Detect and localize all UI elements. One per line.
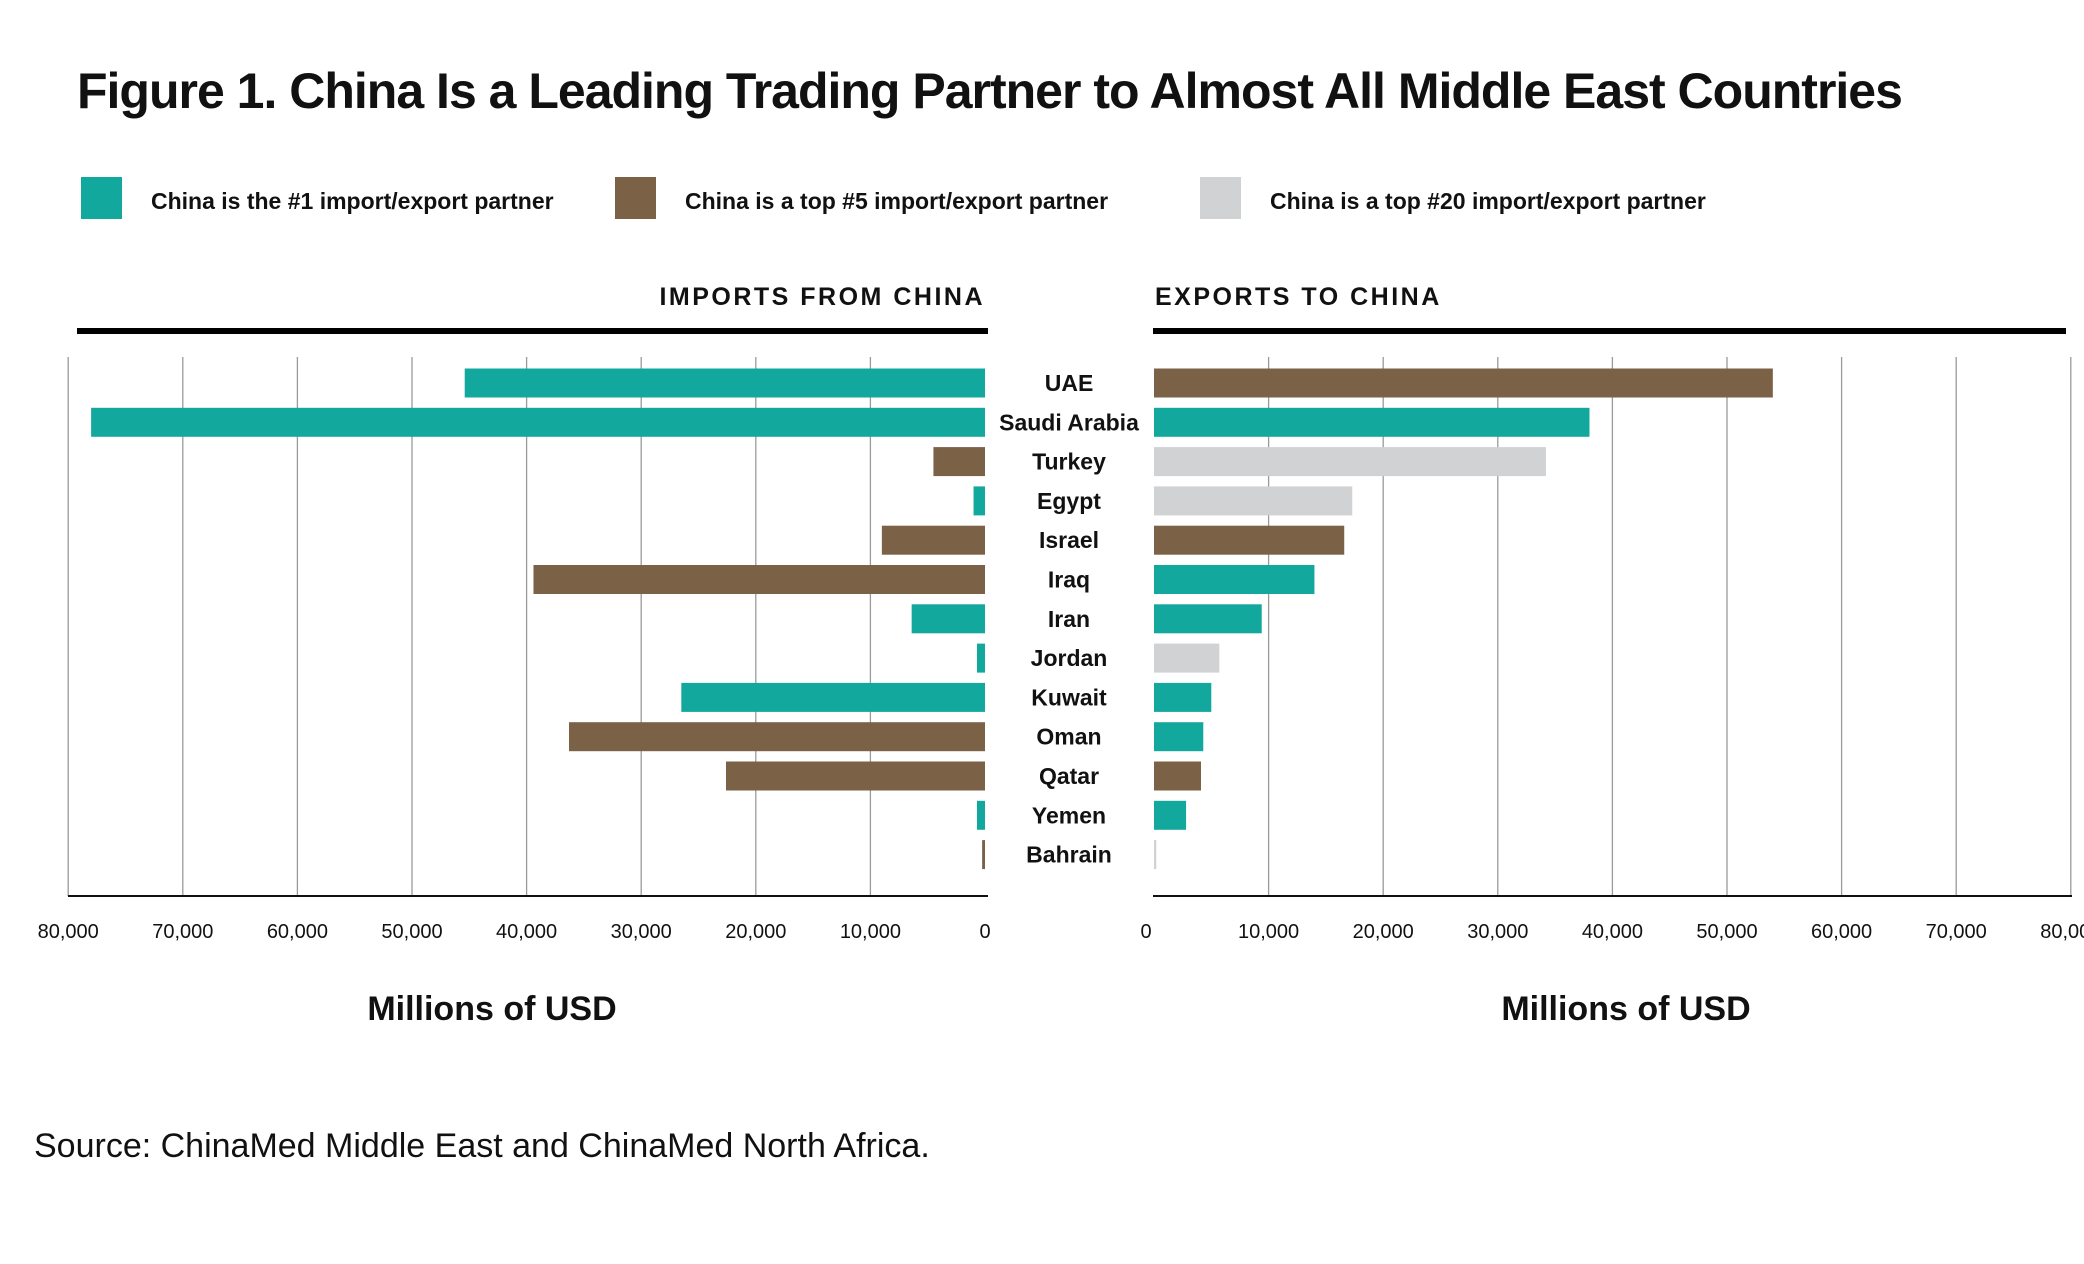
imports-bar-qatar (726, 761, 985, 791)
exports-tick-label: 80,000 (2040, 921, 2084, 943)
exports-tick-label: 60,000 (1811, 921, 1872, 943)
legend-label-1: China is the #1 import/export partner (151, 188, 554, 214)
imports-bar-turkey (933, 447, 985, 477)
country-label: Yemen (1032, 802, 1106, 828)
exports-bar-israel (1154, 525, 1345, 555)
exports-bar-oman (1154, 722, 1204, 752)
exports-bar-yemen (1154, 800, 1187, 830)
country-label: Saudi Arabia (999, 409, 1139, 435)
imports-bar-iran (911, 604, 985, 634)
exports-tick-label: 40,000 (1582, 921, 1643, 943)
imports-tick-label: 30,000 (611, 921, 672, 943)
country-label: Oman (1036, 724, 1101, 750)
imports-bar-bahrain (982, 840, 985, 870)
imports-tick-label: 50,000 (381, 921, 442, 943)
imports-bar-oman (569, 722, 985, 752)
imports-bar-saudi-arabia (91, 407, 986, 437)
exports-tick-label: 70,000 (1926, 921, 1987, 943)
country-label: Israel (1039, 527, 1099, 553)
country-label: Jordan (1031, 645, 1108, 671)
imports-bar-uae (464, 368, 985, 398)
imports-tick-label: 80,000 (38, 921, 99, 943)
exports-bar-qatar (1154, 761, 1201, 791)
exports-header-rule (1153, 328, 2066, 334)
exports-bar-jordan (1154, 643, 1220, 673)
imports-bar-kuwait (681, 682, 985, 712)
country-label: UAE (1045, 370, 1094, 396)
country-label: Iran (1048, 606, 1090, 632)
legend-swatch-5 (615, 177, 656, 219)
imports-header-rule (77, 328, 988, 334)
imports-tick-label: 20,000 (725, 921, 786, 943)
exports-bar-kuwait (1154, 682, 1212, 712)
chart-title: Figure 1. China Is a Leading Trading Par… (77, 63, 1902, 119)
country-label: Qatar (1039, 763, 1099, 789)
imports-bar-iraq (533, 565, 985, 594)
legend: China is the #1 import/export partner Chi… (81, 177, 1706, 219)
imports-tick-label: 0 (979, 921, 990, 943)
imports-tick-label: 70,000 (152, 921, 213, 943)
exports-tick-label: 0 (1140, 921, 1151, 943)
imports-x-axis-label: Millions of USD (367, 990, 616, 1028)
exports-bar-iraq (1154, 565, 1315, 594)
exports-panel-title: EXPORTS TO CHINA (1155, 283, 1442, 311)
country-label: Turkey (1032, 449, 1106, 475)
imports-tick-label: 10,000 (840, 921, 901, 943)
exports-bar-turkey (1154, 447, 1546, 477)
imports-panel-title: IMPORTS FROM CHINA (659, 283, 985, 311)
legend-swatch-20 (1200, 177, 1241, 219)
exports-tick-label: 30,000 (1467, 921, 1528, 943)
legend-label-20: China is a top #20 import/export partner (1270, 188, 1706, 214)
country-label: Bahrain (1026, 842, 1112, 868)
exports-tick-label: 10,000 (1238, 921, 1299, 943)
exports-bar-iran (1154, 604, 1262, 634)
country-label: Kuwait (1031, 684, 1107, 710)
imports-bar-yemen (976, 800, 985, 830)
exports-bar-bahrain (1154, 840, 1157, 870)
imports-tick-label: 40,000 (496, 921, 557, 943)
exports-tick-label: 20,000 (1353, 921, 1414, 943)
plot-area: 0 10,000 20,000 30,000 40,000 50,000 60,000 70,… (38, 357, 2084, 943)
country-label: Egypt (1037, 488, 1101, 514)
imports-bar-israel (881, 525, 985, 555)
legend-label-5: China is a top #5 import/export partner (685, 188, 1108, 214)
exports-bar-uae (1154, 368, 1773, 398)
country-label: Iraq (1048, 567, 1090, 593)
imports-bar-egypt (973, 486, 985, 516)
source-note: Source: ChinaMed Middle East and ChinaMe… (34, 1127, 930, 1165)
exports-x-axis-label: Millions of USD (1501, 990, 1750, 1028)
exports-bar-saudi-arabia (1154, 407, 1590, 437)
imports-bar-jordan (976, 643, 985, 673)
legend-swatch-1 (81, 177, 122, 219)
exports-tick-label: 50,000 (1696, 921, 1757, 943)
imports-tick-label: 60,000 (267, 921, 328, 943)
exports-bar-egypt (1154, 486, 1353, 516)
